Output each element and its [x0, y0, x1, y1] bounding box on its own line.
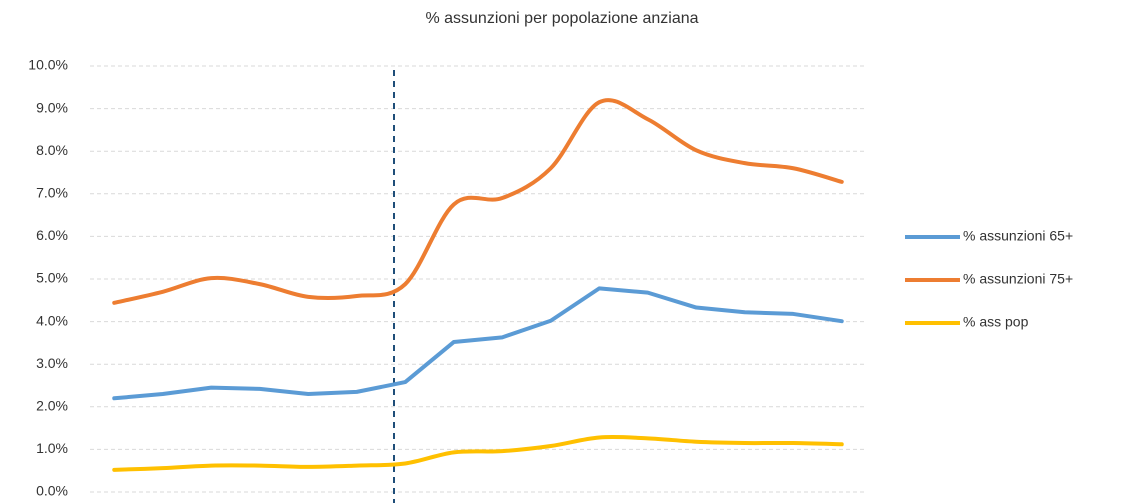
chart-title: % assunzioni per popolazione anziana — [425, 10, 698, 27]
legend-label: % assunzioni 65+ — [963, 228, 1073, 244]
y-tick-label: 4.0% — [36, 312, 68, 328]
y-tick-label: 5.0% — [36, 270, 68, 286]
y-tick-label: 10.0% — [28, 57, 68, 73]
series-line — [112, 98, 844, 305]
legend-label: % assunzioni 75+ — [963, 271, 1073, 287]
y-tick-label: 0.0% — [36, 483, 68, 499]
y-tick-label: 9.0% — [36, 99, 68, 115]
y-tick-label: 7.0% — [36, 185, 68, 201]
y-tick-label: 2.0% — [36, 398, 68, 414]
series-line — [112, 434, 844, 472]
y-tick-label: 8.0% — [36, 142, 68, 158]
y-tick-label: 1.0% — [36, 440, 68, 456]
y-tick-label: 6.0% — [36, 227, 68, 243]
y-tick-label: 3.0% — [36, 355, 68, 371]
legend-label: % ass pop — [963, 314, 1029, 330]
series-line — [112, 286, 844, 401]
